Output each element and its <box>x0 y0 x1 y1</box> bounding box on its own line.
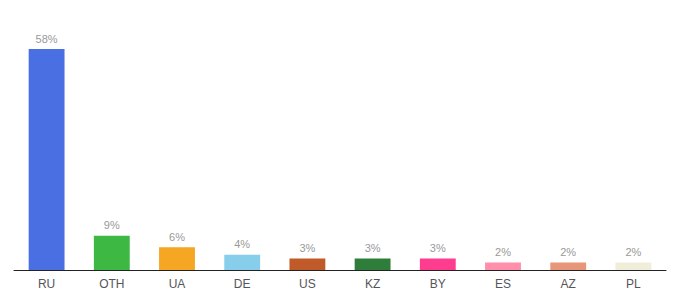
svg-text:KZ: KZ <box>365 277 380 291</box>
svg-text:DE: DE <box>234 277 251 291</box>
svg-text:RU: RU <box>38 277 55 291</box>
svg-text:US: US <box>299 277 316 291</box>
svg-text:3%: 3% <box>299 242 315 254</box>
svg-text:2%: 2% <box>625 246 641 258</box>
svg-text:6%: 6% <box>169 231 185 243</box>
svg-text:3%: 3% <box>430 242 446 254</box>
svg-text:BY: BY <box>430 277 446 291</box>
svg-text:58%: 58% <box>36 33 58 45</box>
svg-text:2%: 2% <box>560 246 576 258</box>
svg-text:ES: ES <box>495 277 511 291</box>
svg-text:OTH: OTH <box>99 277 124 291</box>
svg-text:AZ: AZ <box>561 277 576 291</box>
svg-text:9%: 9% <box>104 219 120 231</box>
svg-text:4%: 4% <box>234 238 250 250</box>
svg-text:3%: 3% <box>365 242 381 254</box>
svg-text:PL: PL <box>626 277 641 291</box>
svg-text:UA: UA <box>169 277 186 291</box>
svg-text:2%: 2% <box>495 246 511 258</box>
